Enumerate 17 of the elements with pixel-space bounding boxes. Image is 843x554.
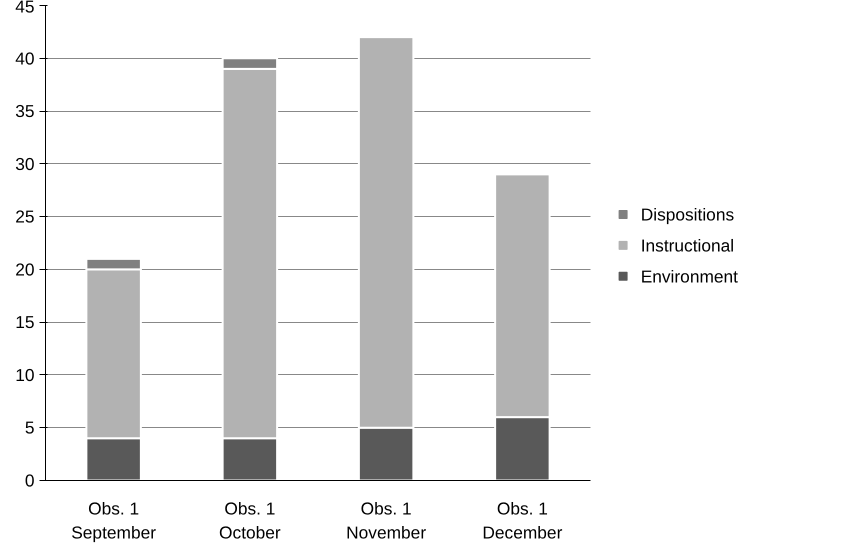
x-tick-label: Obs. 1 October — [219, 498, 281, 542]
y-tick-label: 25 — [15, 206, 35, 227]
y-tick-label: 10 — [15, 364, 35, 385]
legend-label: Instructional — [640, 235, 734, 256]
legend-label: Environment — [640, 266, 738, 286]
y-tick-label: 20 — [15, 259, 35, 280]
y-tick-label: 30 — [15, 154, 35, 174]
legend-label: Dispositions — [640, 204, 734, 224]
y-tick-label: 0 — [24, 470, 35, 490]
y-tick-label: 5 — [24, 418, 35, 438]
y-tick-label: 15 — [15, 312, 35, 332]
y-tick-label: 35 — [15, 101, 35, 122]
x-tick-label: Obs. 1 November — [346, 498, 426, 542]
y-tick-label: 40 — [15, 48, 35, 68]
y-tick-label: 45 — [15, 0, 35, 16]
x-tick-label: Obs. 1 September — [71, 498, 156, 542]
x-tick-label: Obs. 1 December — [482, 498, 563, 542]
